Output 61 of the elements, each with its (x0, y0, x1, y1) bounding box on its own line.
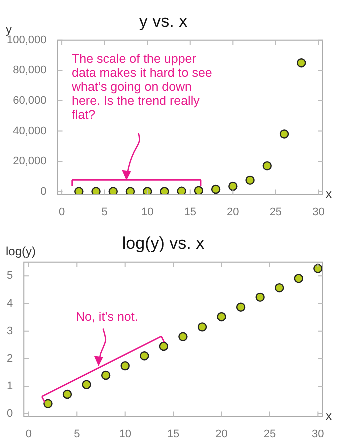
point (262, 161, 272, 171)
y-tick-label: 5 (6, 270, 14, 282)
point (44, 399, 53, 408)
chart-title: log(y) vs. x (122, 234, 206, 253)
point (177, 186, 186, 195)
point (160, 187, 170, 195)
point (294, 274, 304, 284)
x-tick-label: 20 (227, 206, 240, 218)
point (159, 342, 169, 352)
x-tick-label: 5 (102, 206, 108, 218)
chart-title: y vs. x (139, 12, 188, 31)
y-tick-label: 0 (6, 408, 14, 420)
point (236, 302, 246, 312)
y-tick-label: 0 (40, 186, 47, 198)
annotation: The scale of the upper data makes it hard to see what’s going on down here. Is the trend really flat? (72, 52, 214, 122)
point (275, 283, 284, 293)
point (246, 176, 255, 186)
point (256, 292, 265, 302)
y-tick-label: 3 (6, 325, 14, 338)
x-tick-label: 10 (119, 428, 132, 440)
x-tick-label: 20 (216, 428, 228, 440)
x-tick-label: 0 (58, 206, 66, 218)
point (198, 322, 208, 332)
x-tick-label: 5 (74, 428, 80, 440)
point (62, 390, 72, 400)
point (82, 380, 92, 390)
y-tick-label: 1 (6, 380, 14, 393)
point (92, 187, 101, 195)
y-tick-label: 2 (6, 352, 14, 365)
point (314, 264, 323, 274)
y-tick-label: 40,000 (13, 125, 47, 138)
point (228, 182, 238, 192)
y-tick-label: 20,000 (13, 156, 47, 168)
point (126, 187, 136, 195)
point (280, 130, 290, 139)
y-tick-label: 60,000 (13, 94, 47, 107)
point (297, 58, 306, 68)
y-tick-label: 80,000 (13, 64, 47, 77)
x-tick-label: 30 (312, 206, 325, 218)
point (143, 187, 152, 195)
x-tick-label: 25 (270, 206, 282, 218)
x-tick-label: 15 (167, 428, 180, 440)
x-tick-label: 25 (264, 428, 276, 440)
point (217, 312, 226, 322)
point (211, 184, 221, 194)
point (101, 370, 111, 380)
x-axis-title: x (326, 409, 332, 424)
x-tick-label: 10 (141, 206, 154, 218)
point (120, 361, 130, 371)
x-axis-title: x (326, 187, 332, 202)
x-tick-label: 15 (184, 206, 197, 218)
y-axis-title: log(y) (6, 244, 36, 259)
point (140, 352, 150, 361)
point (194, 186, 204, 195)
point (108, 187, 118, 195)
x-tick-label: 30 (312, 428, 324, 440)
y-axis-title: y (6, 22, 12, 37)
y-tick-label: 4 (6, 298, 14, 310)
point (74, 187, 84, 195)
point (178, 332, 188, 342)
annotation: No, it’s not. (76, 310, 140, 324)
